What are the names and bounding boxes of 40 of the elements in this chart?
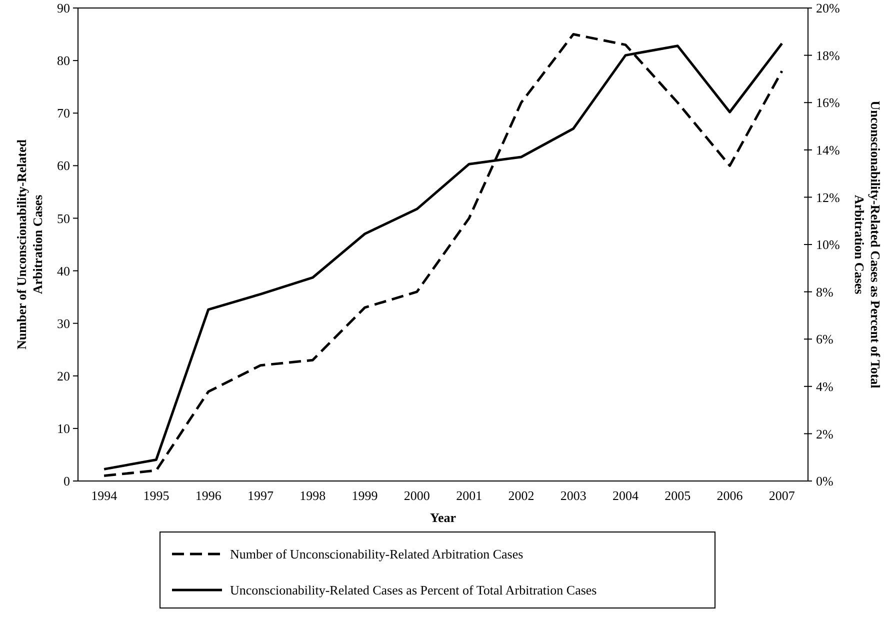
x-tick-label: 2007 <box>768 488 796 503</box>
y2-tick-label: 4% <box>816 378 834 394</box>
y2-tick-label: 20% <box>816 0 840 16</box>
legend-label: Unconscionability-Related Cases as Percent of Total Arbitration Cases <box>230 582 597 598</box>
y-tick-label: 30 <box>57 316 70 331</box>
y-tick-label: 0 <box>64 474 70 489</box>
y-tick-label: 80 <box>57 53 70 68</box>
y-tick-label: 60 <box>57 158 70 174</box>
x-tick-label: 1996 <box>195 488 222 503</box>
x-tick-label: 2005 <box>664 488 691 503</box>
y-axis-title: Number of Unconscionability-Related Arbitration Cases <box>14 138 46 352</box>
y2-axis-title: Unconscionability-Related Cases as Percent of Total Arbitration Cases <box>852 100 884 390</box>
x-tick-label: 2004 <box>612 488 639 503</box>
y2-tick-label: 14% <box>816 142 840 158</box>
x-tick-label: 1997 <box>248 488 274 503</box>
y2-tick-label: 10% <box>816 237 840 252</box>
y2-tick-label: 0% <box>816 474 834 489</box>
x-tick-label: 2006 <box>716 488 744 503</box>
x-tick-label: 2000 <box>404 488 430 503</box>
y2-tick-label: 12% <box>816 190 840 205</box>
y-tick-label: 10 <box>57 420 70 436</box>
x-tick-label: 1998 <box>300 488 326 503</box>
y-tick-label: 70 <box>57 106 70 121</box>
x-tick-label: 1999 <box>352 488 378 503</box>
y-tick-label: 90 <box>57 0 70 16</box>
x-tick-label: 2001 <box>456 488 482 503</box>
y-tick-label: 40 <box>57 263 70 278</box>
x-tick-label: 1994 <box>91 488 118 503</box>
x-tick-label: 2002 <box>508 488 534 503</box>
y2-tick-label: 8% <box>816 284 834 300</box>
y-tick-label: 20 <box>57 368 70 384</box>
y2-tick-label: 2% <box>816 426 834 442</box>
legend-label: Number of Unconscionability-Related Arbitration Cases <box>230 546 524 562</box>
y2-tick-label: 6% <box>816 332 834 347</box>
y2-tick-label: 18% <box>816 48 840 63</box>
y-tick-label: 50 <box>57 210 70 226</box>
x-tick-label: 2003 <box>560 488 586 503</box>
x-tick-label: 1995 <box>143 488 170 503</box>
y2-tick-label: 16% <box>816 95 840 110</box>
x-axis-title: Year <box>430 510 456 525</box>
